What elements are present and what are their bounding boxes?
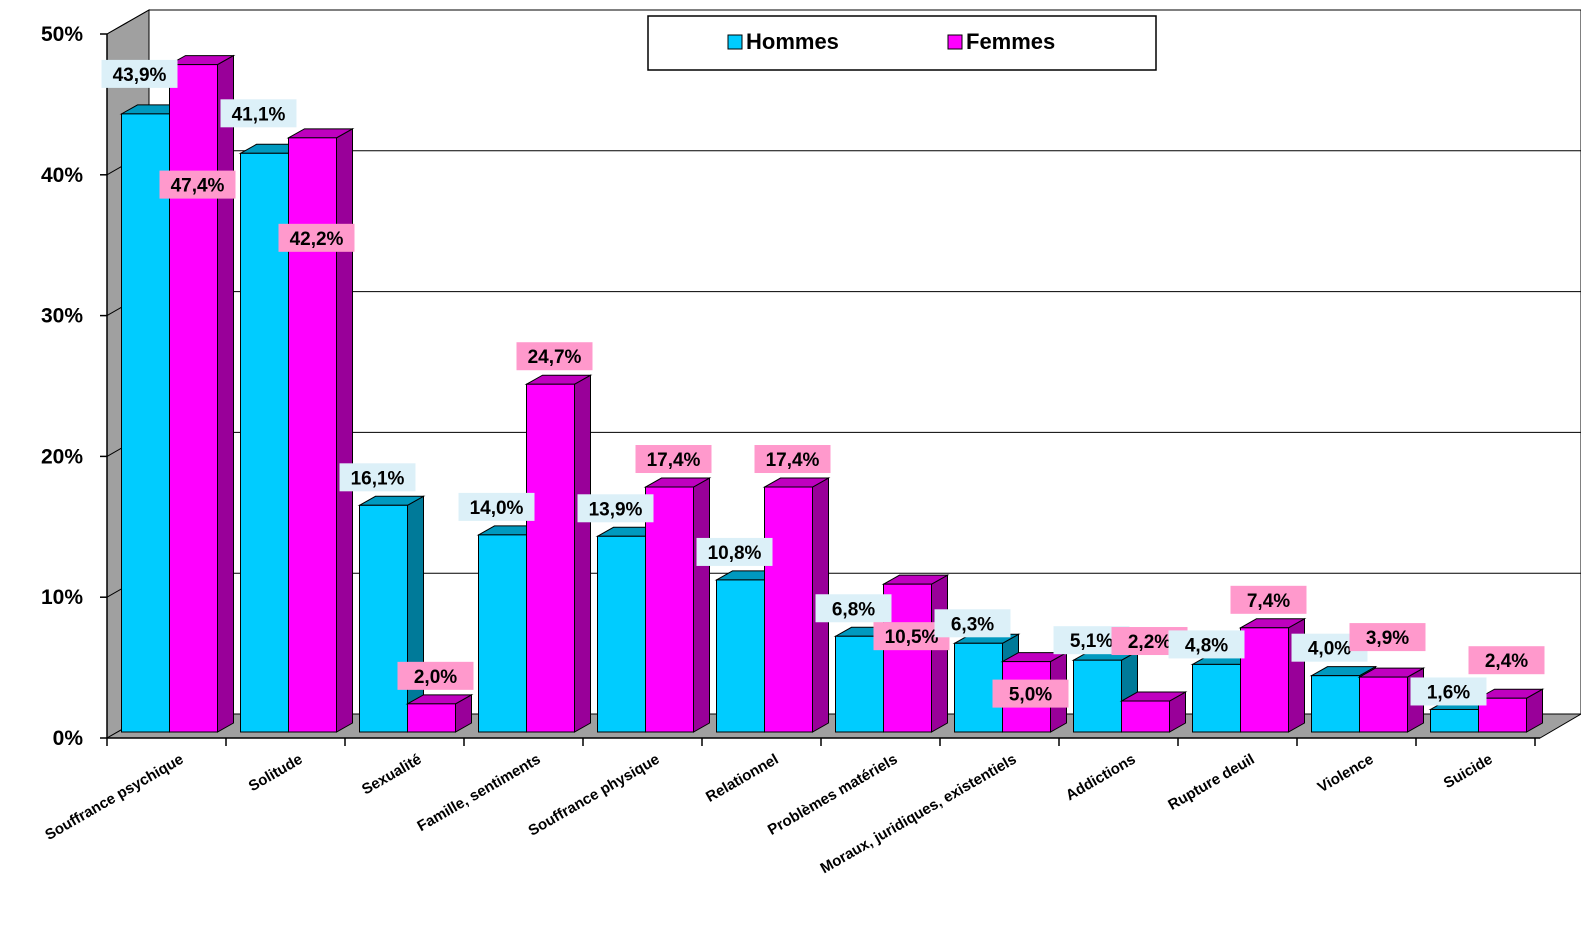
- bar-femmes-4: [643, 477, 712, 733]
- svg-text:3,9%: 3,9%: [1366, 628, 1409, 649]
- svg-text:6,8%: 6,8%: [832, 599, 875, 620]
- x-tick-label: Famille, sentiments: [414, 751, 543, 835]
- data-label-femmes-3: 24,7%: [516, 342, 593, 371]
- data-label-hommes-4: 13,9%: [577, 494, 654, 523]
- data-label-femmes-11: 2,4%: [1468, 646, 1545, 675]
- data-label-femmes-0: 47,4%: [159, 170, 236, 199]
- data-label-hommes-3: 14,0%: [458, 492, 535, 521]
- data-labels: 43,9% 47,4% 41,1% 42,2% 16,1% 2,0% 14,0% 24,7% 1…: [101, 59, 1545, 708]
- bar-femmes-3: [524, 374, 593, 733]
- data-label-hommes-1: 41,1%: [220, 99, 297, 128]
- x-tick-label: Relationnel: [703, 751, 782, 806]
- data-label-hommes-0: 43,9%: [101, 59, 178, 88]
- data-label-hommes-5: 10,8%: [696, 537, 773, 566]
- x-tick-label: Moraux, juridiques, existentiels: [818, 751, 1020, 877]
- bar-femmes-2: [405, 693, 474, 733]
- svg-text:10,8%: 10,8%: [708, 543, 762, 564]
- bar-femmes-1: [286, 127, 355, 733]
- y-tick-label: 20%: [41, 445, 83, 468]
- svg-text:13,9%: 13,9%: [589, 499, 643, 520]
- y-tick-label: 0%: [53, 727, 84, 750]
- svg-text:17,4%: 17,4%: [647, 450, 701, 471]
- x-tick-label: Sexualité: [359, 751, 425, 799]
- y-tick-label: 40%: [41, 164, 83, 187]
- x-tick-label: Souffrance physique: [526, 751, 663, 840]
- bar-femmes-8: [1119, 691, 1188, 733]
- data-label-femmes-4: 17,4%: [635, 445, 712, 474]
- bar-femmes-6: [881, 574, 950, 733]
- legend-box: [647, 15, 1157, 71]
- gridline-side: [106, 9, 150, 35]
- x-tick-label: Suicide: [1441, 751, 1496, 792]
- svg-text:16,1%: 16,1%: [351, 468, 405, 489]
- svg-text:47,4%: 47,4%: [171, 176, 225, 197]
- data-label-femmes-5: 17,4%: [754, 445, 831, 474]
- svg-text:42,2%: 42,2%: [290, 229, 344, 250]
- y-tick-label: 30%: [41, 305, 83, 328]
- svg-text:14,0%: 14,0%: [470, 498, 524, 519]
- svg-text:43,9%: 43,9%: [113, 65, 167, 86]
- legend: Hommes Femmes: [647, 15, 1157, 71]
- svg-text:2,0%: 2,0%: [414, 667, 457, 688]
- legend-swatch-hommes: [727, 34, 743, 50]
- data-label-femmes-10: 3,9%: [1349, 623, 1426, 652]
- x-tick-label: Rupture deuil: [1165, 751, 1257, 814]
- svg-text:4,0%: 4,0%: [1308, 639, 1351, 660]
- legend-label-femmes: Femmes: [966, 29, 1055, 54]
- x-tick-label: Addictions: [1063, 751, 1139, 804]
- data-label-hommes-9: 4,8%: [1168, 630, 1245, 659]
- svg-text:24,7%: 24,7%: [528, 347, 582, 368]
- bar-femmes-11: [1476, 688, 1545, 733]
- svg-text:6,3%: 6,3%: [951, 614, 994, 635]
- data-label-femmes-7: 5,0%: [992, 679, 1069, 708]
- legend-swatch-femmes: [947, 34, 963, 50]
- bar-femmes-5: [762, 477, 831, 733]
- data-label-femmes-9: 7,4%: [1230, 585, 1307, 614]
- data-label-femmes-1: 42,2%: [278, 223, 355, 252]
- bar-hommes-2: [357, 495, 426, 733]
- svg-text:2,4%: 2,4%: [1485, 651, 1528, 672]
- svg-text:4,8%: 4,8%: [1185, 635, 1228, 656]
- bar-femmes-9: [1238, 617, 1307, 733]
- x-tick-label: Violence: [1315, 751, 1377, 796]
- legend-label-hommes: Hommes: [746, 29, 839, 54]
- svg-text:7,4%: 7,4%: [1247, 591, 1290, 612]
- svg-text:10,5%: 10,5%: [885, 627, 939, 648]
- svg-text:2,2%: 2,2%: [1128, 632, 1171, 653]
- x-tick-label: Solitude: [246, 751, 306, 795]
- svg-text:1,6%: 1,6%: [1427, 682, 1470, 703]
- bar-femmes-0: [167, 54, 236, 733]
- data-label-hommes-7: 6,3%: [934, 609, 1011, 638]
- data-label-hommes-6: 6,8%: [815, 594, 892, 623]
- data-label-femmes-2: 2,0%: [397, 661, 474, 690]
- y-tick-label: 50%: [41, 23, 83, 46]
- y-tick-label: 10%: [41, 586, 83, 609]
- svg-text:17,4%: 17,4%: [766, 450, 820, 471]
- x-tick-label: Souffrance psychique: [42, 751, 186, 844]
- data-label-hommes-11: 1,6%: [1410, 677, 1487, 706]
- svg-text:41,1%: 41,1%: [232, 104, 286, 125]
- svg-text:5,0%: 5,0%: [1009, 685, 1052, 706]
- data-label-hommes-2: 16,1%: [339, 463, 416, 492]
- svg-text:5,1%: 5,1%: [1070, 631, 1113, 652]
